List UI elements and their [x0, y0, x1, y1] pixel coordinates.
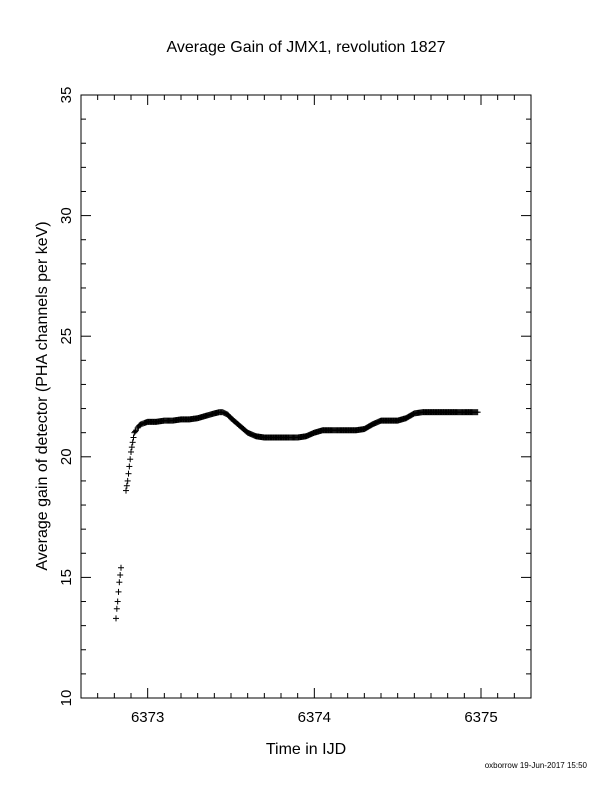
axis-tick-labels: 10 15 20 25 30 35 6373 6374 6375: [58, 87, 498, 726]
data-point: [115, 588, 122, 595]
data-point: [124, 477, 131, 484]
data-point: [129, 439, 136, 446]
data-point: [128, 444, 135, 451]
y-tick-label: 10: [58, 690, 75, 707]
data-point: [127, 456, 134, 463]
y-tick-label: 35: [58, 87, 75, 104]
data-point: [113, 615, 119, 622]
data-point: [118, 564, 124, 571]
chart-title: Average Gain of JMX1, revolution 1827: [167, 39, 446, 56]
data-point: [123, 487, 129, 494]
data-point: [114, 598, 121, 605]
data-point: [125, 470, 132, 477]
y-axis-label: Average gain of detector (PHA channels p…: [34, 221, 51, 570]
y-tick-label: 20: [58, 448, 75, 465]
data-point: [130, 434, 137, 441]
data-point: [116, 579, 123, 586]
data-point: [126, 463, 133, 470]
data-point: [123, 482, 130, 489]
axis-ticks: [80, 94, 532, 699]
footer-stamp: oxborrow 19-Jun-2017 15:50: [485, 761, 588, 770]
x-tick-label: 6375: [464, 709, 497, 726]
data-point: [128, 448, 134, 455]
y-tick-label: 15: [58, 569, 75, 586]
data-point: [113, 605, 120, 612]
x-axis-label: Time in IJD: [266, 741, 346, 758]
y-tick-label: 25: [58, 328, 75, 345]
x-tick-label: 6373: [131, 709, 164, 726]
data-point: [474, 409, 481, 416]
data-markers: [113, 409, 481, 622]
x-tick-label: 6374: [298, 709, 331, 726]
plot-frame: [80, 94, 532, 699]
y-tick-label: 30: [58, 207, 75, 224]
data-point: [132, 428, 139, 435]
data-point: [117, 571, 124, 578]
